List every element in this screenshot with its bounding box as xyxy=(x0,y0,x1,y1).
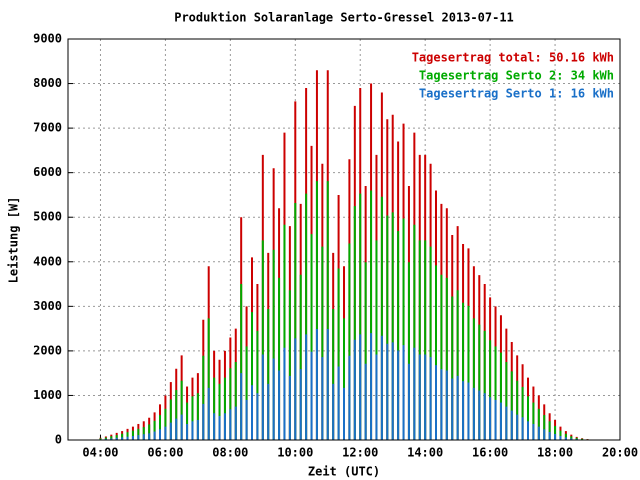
y-tick-label: 9000 xyxy=(33,32,62,46)
y-tick-label: 7000 xyxy=(33,121,62,135)
y-tick-label: 4000 xyxy=(33,254,62,268)
chart-title: Produktion Solaranlage Serto-Gressel 201… xyxy=(174,11,514,25)
x-tick-label: 14:00 xyxy=(407,446,443,460)
x-tick-label: 20:00 xyxy=(602,446,638,460)
y-tick-label: 3000 xyxy=(33,299,62,313)
y-tick-label: 0 xyxy=(55,433,62,447)
x-tick-label: 04:00 xyxy=(82,446,118,460)
x-tick-label: 08:00 xyxy=(212,446,248,460)
y-axis-label: Leistung [W] xyxy=(7,197,21,284)
legend-entry: Tagesertrag Serto 2: 34 kWh xyxy=(419,69,614,83)
x-axis-label: Zeit (UTC) xyxy=(308,465,380,479)
x-tick-label: 12:00 xyxy=(342,446,378,460)
y-tick-label: 6000 xyxy=(33,165,62,179)
y-tick-label: 8000 xyxy=(33,76,62,90)
legend-entry: Tagesertrag total: 50.16 kWh xyxy=(412,51,614,65)
x-tick-label: 10:00 xyxy=(277,446,313,460)
x-tick-label: 18:00 xyxy=(537,446,573,460)
plot-frame xyxy=(67,38,621,441)
y-tick-label: 1000 xyxy=(33,388,62,402)
y-tick-label: 2000 xyxy=(33,343,62,357)
x-tick-label: 16:00 xyxy=(472,446,508,460)
x-tick-label: 06:00 xyxy=(147,446,183,460)
y-tick-label: 5000 xyxy=(33,210,62,224)
legend-entry: Tagesertrag Serto 1: 16 kWh xyxy=(419,87,614,101)
